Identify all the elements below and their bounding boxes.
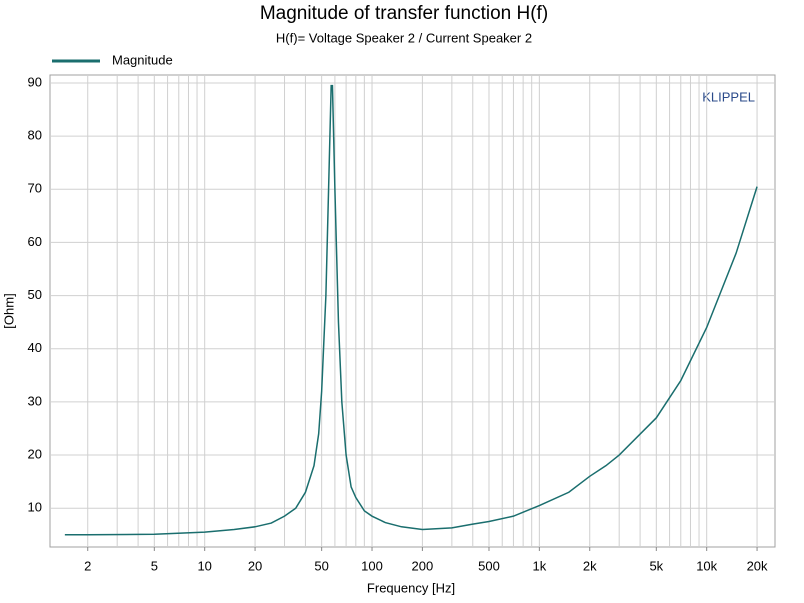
plot-area <box>49 74 776 548</box>
x-tick-label: 5k <box>649 558 663 573</box>
annotation: KLIPPEL <box>702 89 755 104</box>
x-tick-label: 10k <box>696 558 717 573</box>
y-axis-label: [Ohm] <box>1 293 16 328</box>
x-tick-label: 1k <box>532 558 546 573</box>
x-tick-label: 20k <box>747 558 768 573</box>
x-tick-label: 100 <box>361 558 383 573</box>
x-tick-label: 20 <box>248 558 262 573</box>
y-tick-label: 60 <box>28 234 42 249</box>
y-tick-label: 30 <box>28 393 42 408</box>
x-tick-label: 200 <box>412 558 434 573</box>
chart-title: Magnitude of transfer function H(f) <box>260 3 548 24</box>
x-tick-label: 5 <box>151 558 158 573</box>
y-tick-label: 80 <box>28 128 42 143</box>
y-tick-label: 90 <box>28 74 42 89</box>
x-axis-label: Frequency [Hz] <box>367 580 455 595</box>
y-tick-label: 40 <box>28 340 42 355</box>
x-tick-label: 2 <box>84 558 91 573</box>
x-tick-label: 500 <box>478 558 500 573</box>
x-tick-label: 2k <box>583 558 597 573</box>
x-tick-label: 10 <box>197 558 211 573</box>
y-tick-label: 70 <box>28 181 42 196</box>
y-tick-label: 50 <box>28 287 42 302</box>
y-tick-label: 20 <box>28 446 42 461</box>
data-line <box>64 84 758 536</box>
x-tick-label: 50 <box>314 558 328 573</box>
chart-subtitle: H(f)= Voltage Speaker 2 / Current Speake… <box>276 30 532 45</box>
y-tick-label: 10 <box>28 500 42 515</box>
legend-label: Magnitude <box>112 52 173 67</box>
